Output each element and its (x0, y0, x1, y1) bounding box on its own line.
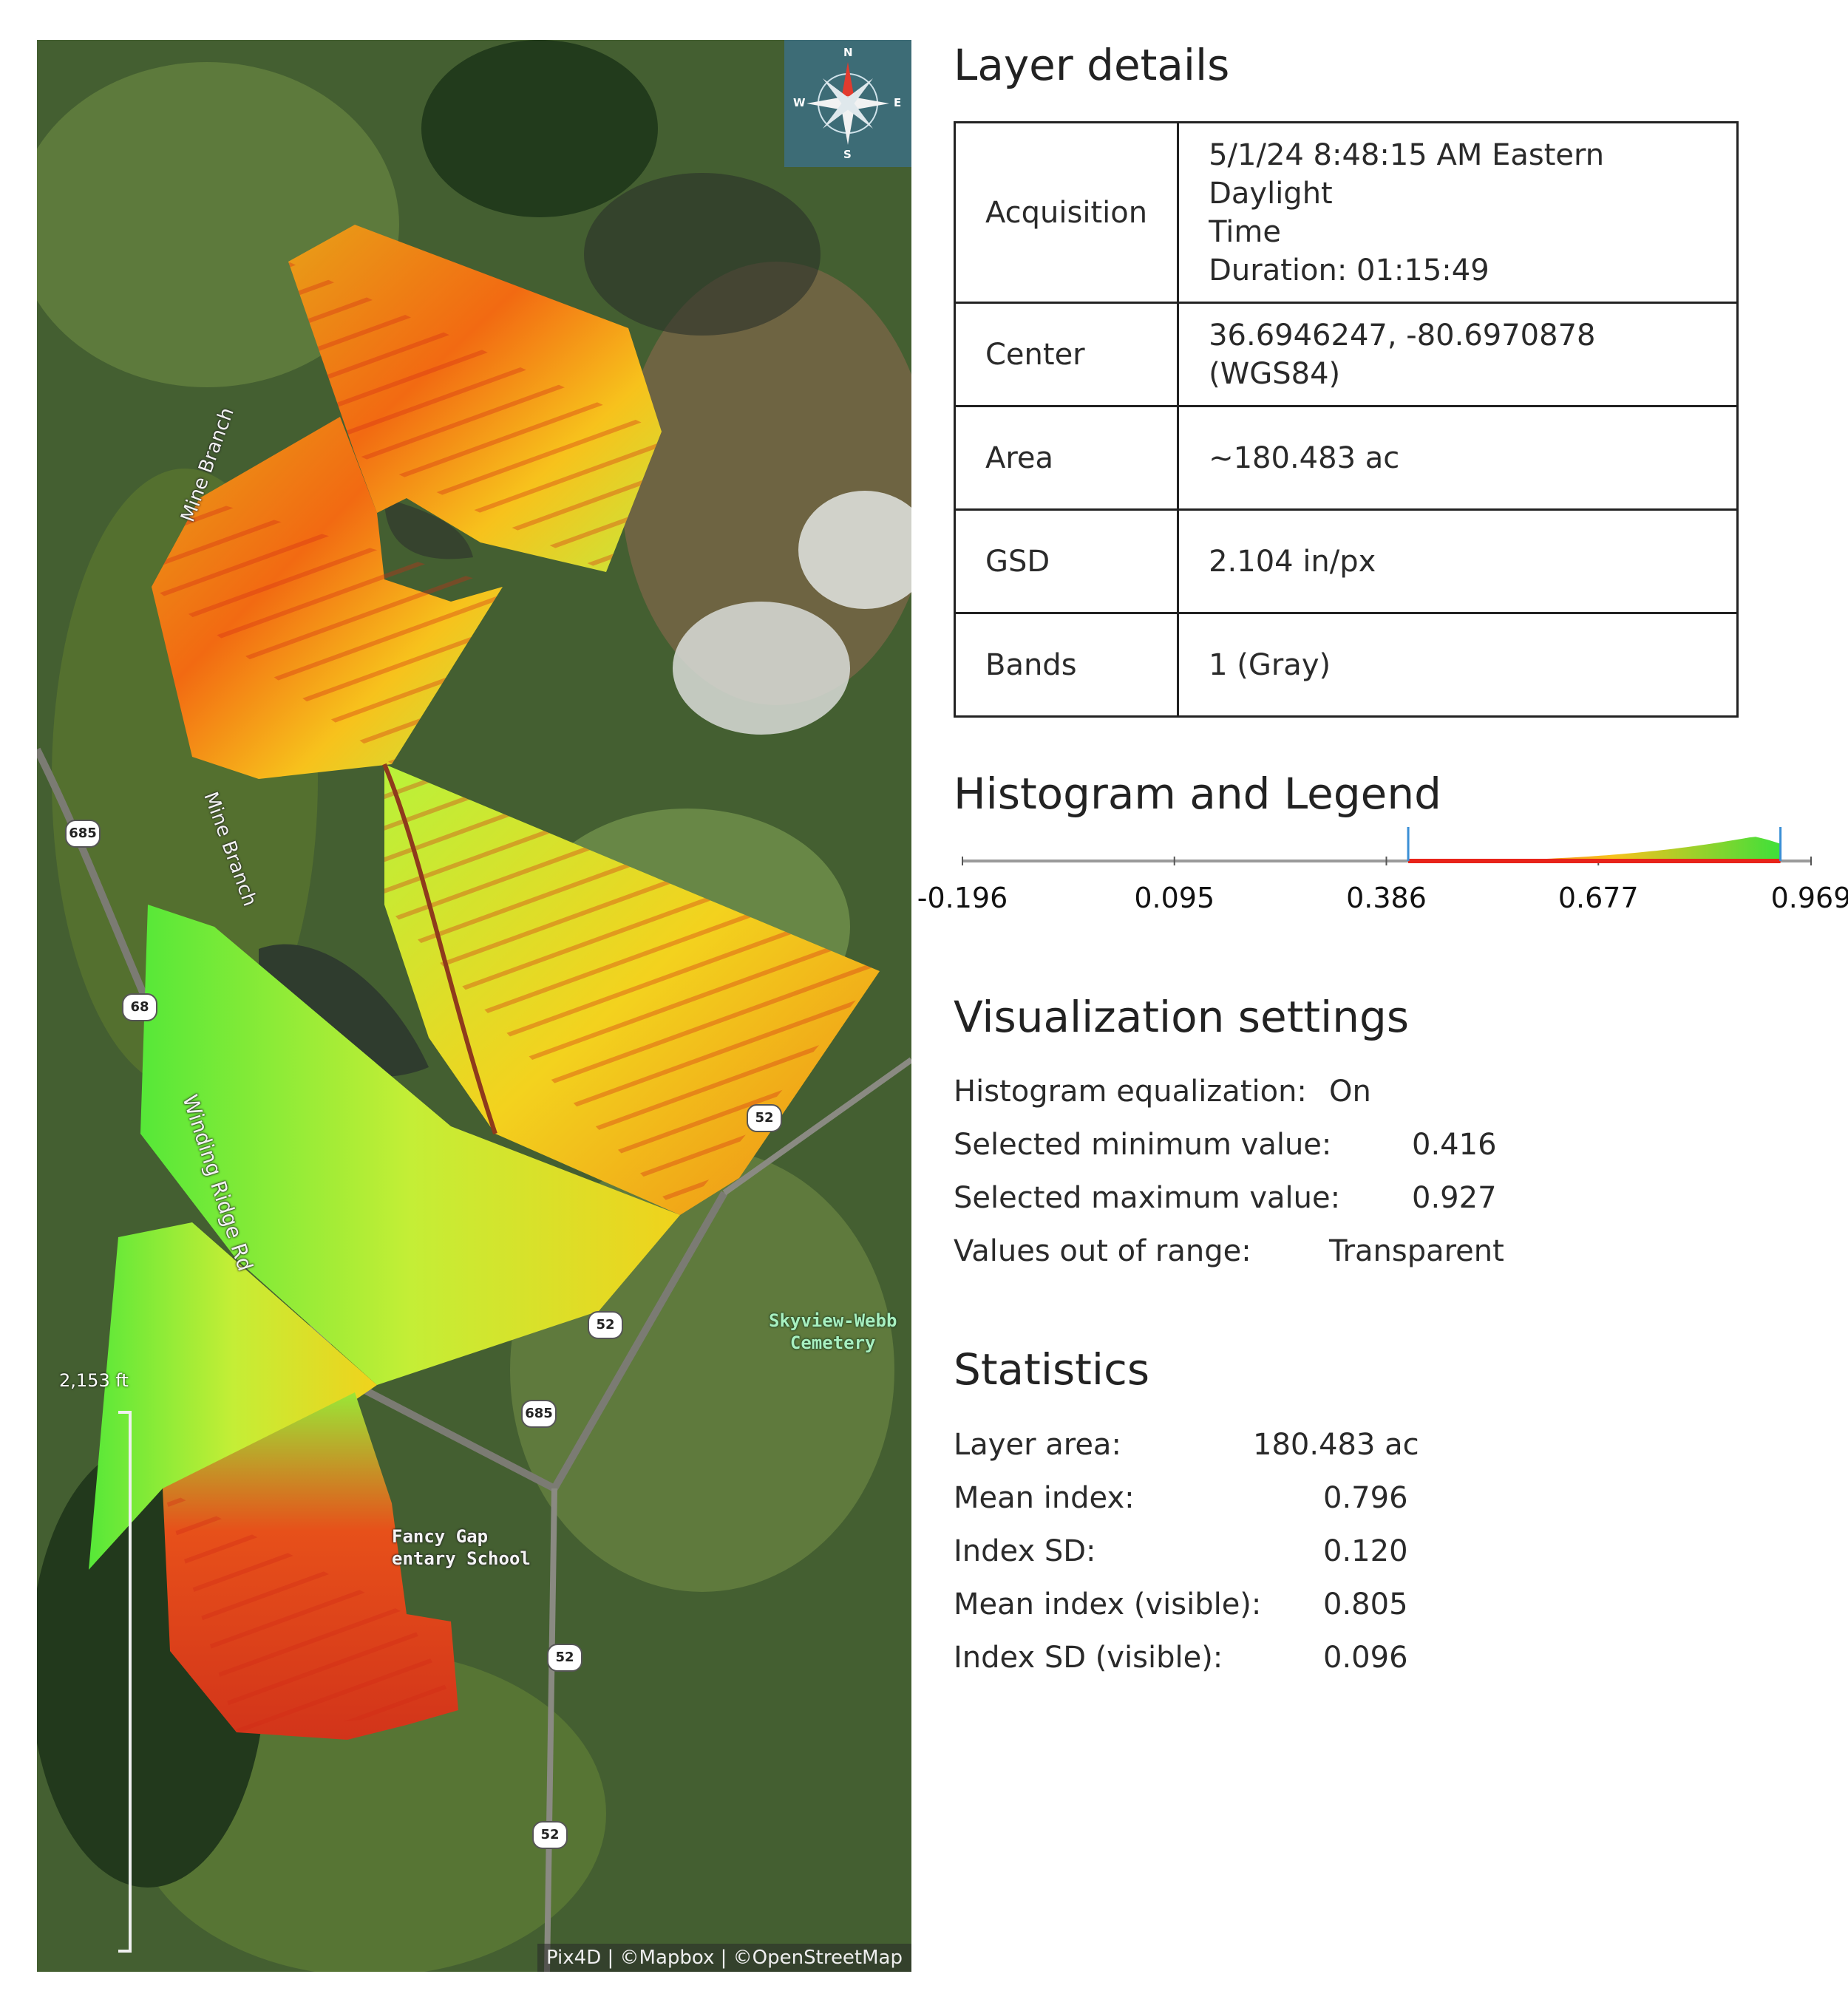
detail-key: Acquisition (953, 121, 1180, 304)
histogram-chart (962, 827, 1812, 865)
detail-key: GSD (953, 508, 1180, 614)
histogram-title: Histogram and Legend (954, 769, 1441, 819)
stat-value: 0.120 (1323, 1534, 1408, 1568)
route-shield-52: 52 (747, 1104, 782, 1132)
histogram-area (1408, 837, 1781, 861)
detail-value: 36.6946247, -80.6970878 (WGS84) (1177, 302, 1739, 407)
route-shield-52-b: 52 (588, 1311, 623, 1339)
table-row: Center 36.6946247, -80.6970878 (WGS84) (953, 302, 1739, 407)
stat-label: Index SD (visible): (954, 1641, 1223, 1675)
setting-label: Selected minimum value: (954, 1128, 1332, 1162)
statistics-title: Statistics (954, 1344, 1150, 1395)
layer-details-table: Acquisition 5/1/24 8:48:15 AM Eastern Da… (953, 121, 1739, 718)
detail-value: 5/1/24 8:48:15 AM Eastern Daylight Time … (1177, 121, 1739, 304)
detail-value: 1 (Gray) (1177, 612, 1739, 718)
tick-label: 0.095 (1134, 882, 1215, 914)
tick-label: 0.386 (1346, 882, 1427, 914)
stat-label: Index SD: (954, 1534, 1096, 1568)
visualization-settings-title: Visualization settings (954, 992, 1410, 1042)
table-row: Acquisition 5/1/24 8:48:15 AM Eastern Da… (953, 121, 1739, 304)
setting-label: Selected maximum value: (954, 1181, 1341, 1215)
setting-value: Transparent (1329, 1234, 1504, 1268)
stat-value: 0.796 (1323, 1481, 1408, 1515)
setting-label: Values out of range: (954, 1234, 1251, 1268)
compass-west: W (793, 96, 806, 109)
table-row: GSD 2.104 in/px (953, 508, 1739, 614)
route-shield-52-c: 52 (547, 1644, 582, 1672)
map-view[interactable]: N E S W Mine Branch Mine Branch Winding … (37, 40, 911, 1972)
detail-key: Area (953, 405, 1180, 511)
histogram-legend[interactable]: -0.196 0.095 0.386 0.677 0.969 (917, 827, 1848, 914)
compass-widget[interactable]: N E S W (784, 40, 911, 167)
stat-value: 180.483 ac (1253, 1428, 1419, 1462)
compass-north: N (843, 46, 853, 59)
route-shield-685: 685 (65, 820, 101, 848)
stat-label: Mean index (visible): (954, 1587, 1262, 1621)
detail-key: Bands (953, 612, 1180, 718)
compass-east: E (894, 96, 902, 109)
histogram-selected-range (1408, 859, 1781, 863)
scale-bar-label: 2,153 ft (59, 1370, 129, 1391)
setting-value: On (1329, 1075, 1371, 1109)
setting-value: 0.927 (1412, 1181, 1497, 1215)
table-row: Bands 1 (Gray) (953, 612, 1739, 718)
poi-fancy-gap-school[interactable]: Fancy Gap entary School (392, 1526, 531, 1569)
map-imagery (37, 40, 911, 1972)
layer-details-title: Layer details (954, 40, 1230, 90)
stat-label: Mean index: (954, 1481, 1135, 1515)
scale-bar (118, 1411, 132, 1953)
table-row: Area ~180.483 ac (953, 405, 1739, 511)
poi-skyview-webb-cemetery[interactable]: Skyview-Webb Cemetery (769, 1310, 897, 1353)
detail-key: Center (953, 302, 1180, 407)
stat-label: Layer area: (954, 1428, 1121, 1462)
stat-value: 0.805 (1323, 1587, 1408, 1621)
tick-label: 0.969 (1770, 882, 1848, 914)
tick-label: -0.196 (917, 882, 1008, 914)
detail-value: 2.104 in/px (1177, 508, 1739, 614)
compass-rose-icon (806, 62, 889, 145)
setting-label: Histogram equalization: (954, 1075, 1307, 1109)
stat-value: 0.096 (1323, 1641, 1408, 1675)
route-shield-68: 68 (122, 993, 157, 1021)
setting-value: 0.416 (1412, 1128, 1497, 1162)
detail-value: ~180.483 ac (1177, 405, 1739, 511)
route-shield-52-d: 52 (532, 1821, 568, 1849)
route-shield-685-b: 685 (521, 1400, 557, 1428)
compass-south: S (843, 148, 852, 161)
tick-label: 0.677 (1557, 882, 1639, 914)
map-attribution[interactable]: Pix4D | ©Mapbox | ©OpenStreetMap (537, 1944, 911, 1972)
